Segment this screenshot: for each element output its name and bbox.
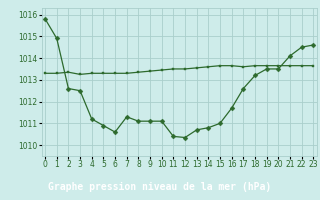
Text: Graphe pression niveau de la mer (hPa): Graphe pression niveau de la mer (hPa) [48,182,272,192]
